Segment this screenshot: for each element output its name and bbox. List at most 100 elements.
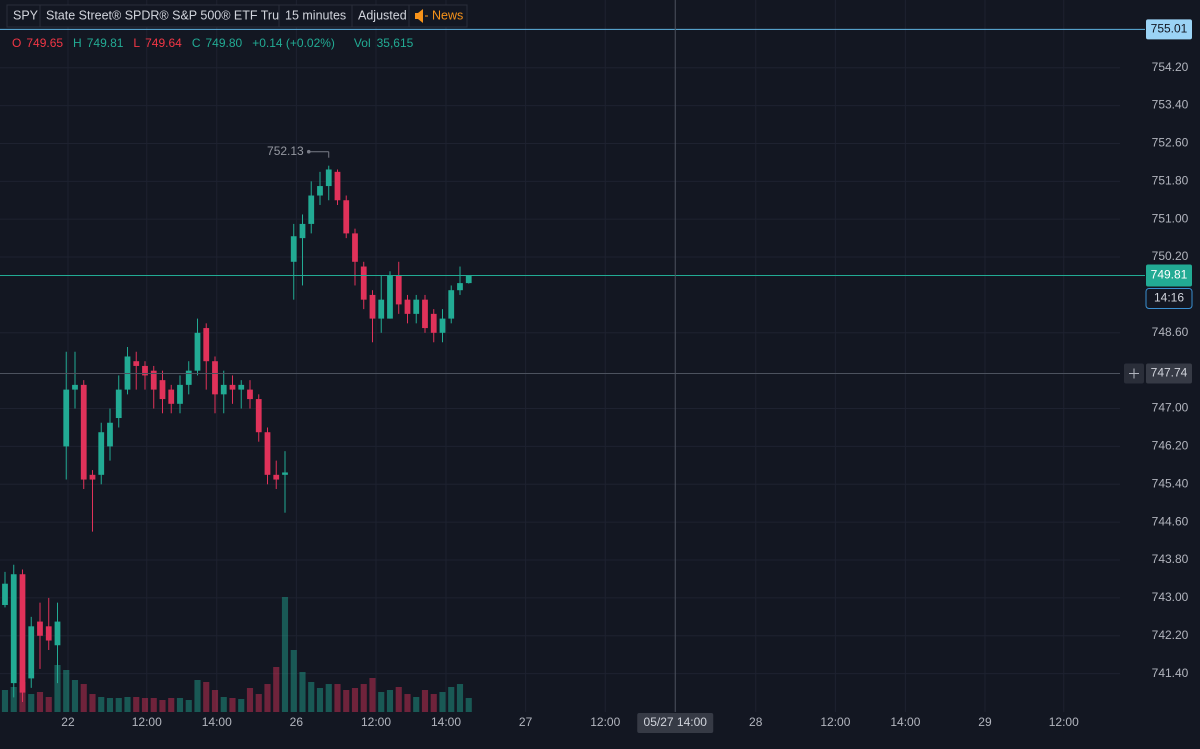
y-tick-label: 747.00	[1152, 401, 1189, 415]
candle-body	[177, 384, 183, 404]
countdown-label: 14:16	[1154, 291, 1184, 305]
y-tick-label: 746.20	[1152, 439, 1189, 453]
crosshair-x-label: 05/27 14:00	[644, 715, 708, 729]
news-box[interactable]	[408, 4, 468, 28]
last-price-box	[1146, 264, 1192, 287]
alert-label-box	[1146, 19, 1192, 40]
x-tick-label: 12:00	[1049, 715, 1079, 729]
y-tick-label: 754.20	[1152, 60, 1189, 74]
legend-value: 749.81	[87, 36, 124, 50]
y-tick-label: 748.60	[1152, 325, 1189, 339]
volume-bar	[439, 692, 446, 712]
candle-body	[159, 380, 166, 400]
countdown-box	[1145, 288, 1193, 310]
legend-value: 749.64	[145, 36, 182, 50]
volume-bar	[203, 682, 210, 712]
volume-bar	[168, 697, 175, 712]
volume-bar	[71, 679, 79, 712]
volume-bar	[89, 694, 96, 712]
volume-bar	[98, 697, 105, 712]
legend-key: H	[73, 36, 82, 50]
volume-bar	[308, 682, 315, 712]
candle-body	[168, 389, 175, 404]
volume-bar	[456, 684, 464, 712]
volume-bar	[194, 679, 201, 712]
volume-bar	[63, 669, 70, 712]
volume-bar	[334, 684, 341, 712]
candle-body	[72, 384, 78, 390]
candle-body	[133, 361, 140, 366]
news-label: News	[432, 8, 463, 22]
volume-bar	[238, 699, 245, 712]
candle-body	[220, 384, 227, 395]
candle-body	[360, 266, 367, 300]
volume-bar	[343, 689, 350, 712]
candle-body	[142, 365, 148, 376]
volume-bar	[281, 597, 289, 712]
candle-body	[203, 328, 210, 362]
candle-body	[308, 195, 315, 224]
candle-body	[80, 384, 87, 480]
volume-bar	[54, 664, 61, 712]
candle-body	[273, 474, 280, 480]
x-tick-label: 12:00	[590, 715, 620, 729]
y-tick-label: 744.60	[1152, 514, 1189, 528]
volume-bar	[124, 697, 131, 712]
volume-bar	[229, 697, 236, 712]
volume-bar	[150, 697, 157, 712]
volume-bar	[246, 687, 254, 712]
candle-body	[98, 432, 105, 475]
interval-label: 15 minutes	[285, 8, 346, 22]
legend-value: 749.80	[205, 36, 242, 50]
candle-body	[37, 621, 43, 636]
candle-body	[395, 275, 402, 305]
volume-bar	[28, 694, 35, 712]
volume-bar	[465, 697, 472, 712]
candle-body	[378, 299, 385, 319]
y-tick-label: 753.40	[1152, 98, 1189, 112]
volume-bar	[404, 694, 411, 712]
volume-bar	[133, 697, 140, 712]
candle-body	[317, 186, 323, 196]
volume-bar	[106, 697, 114, 712]
x-tick-label: 14:00	[431, 715, 461, 729]
volume-bar	[378, 692, 385, 712]
candle-body	[150, 370, 157, 390]
y-tick-label: 752.60	[1152, 136, 1189, 150]
candle-body	[299, 223, 306, 239]
candle-body	[422, 299, 428, 329]
volume-bar	[360, 684, 367, 712]
volume-bar	[255, 694, 262, 712]
y-tick-label: 741.40	[1152, 666, 1189, 680]
candle-body	[369, 294, 376, 319]
y-tick-label: 745.40	[1152, 476, 1189, 490]
x-tick-label: 12:00	[132, 715, 162, 729]
candle-body	[19, 574, 26, 693]
volume-bar	[369, 677, 376, 712]
volume-bar	[448, 687, 455, 712]
volume-key: Vol	[354, 36, 371, 50]
candle-body	[28, 626, 35, 679]
volume-bar	[36, 692, 44, 712]
name-label: State Street® SPDR® S&P 500® ETF Trust	[46, 8, 289, 22]
candle-body	[10, 574, 17, 684]
candle-body	[465, 275, 472, 284]
volume-bar	[421, 689, 429, 712]
candle-body	[255, 399, 262, 433]
volume-bar	[80, 684, 87, 712]
x-tick-label: 14:00	[890, 715, 920, 729]
x-tick-label: 12:00	[361, 715, 391, 729]
candle-body	[439, 318, 446, 333]
volume-bar	[185, 699, 192, 712]
x-tick-label: 29	[978, 715, 992, 729]
volume-bar	[325, 684, 332, 712]
legend-key: O	[12, 36, 21, 50]
candle-body	[413, 299, 420, 314]
volume-bar	[299, 672, 306, 712]
volume-bar	[351, 687, 359, 712]
candle-body	[430, 313, 437, 333]
candle-body	[290, 236, 297, 262]
candle-body	[115, 389, 122, 419]
crosshair-y-label: 747.74	[1151, 366, 1188, 380]
volume-bar	[211, 689, 219, 712]
